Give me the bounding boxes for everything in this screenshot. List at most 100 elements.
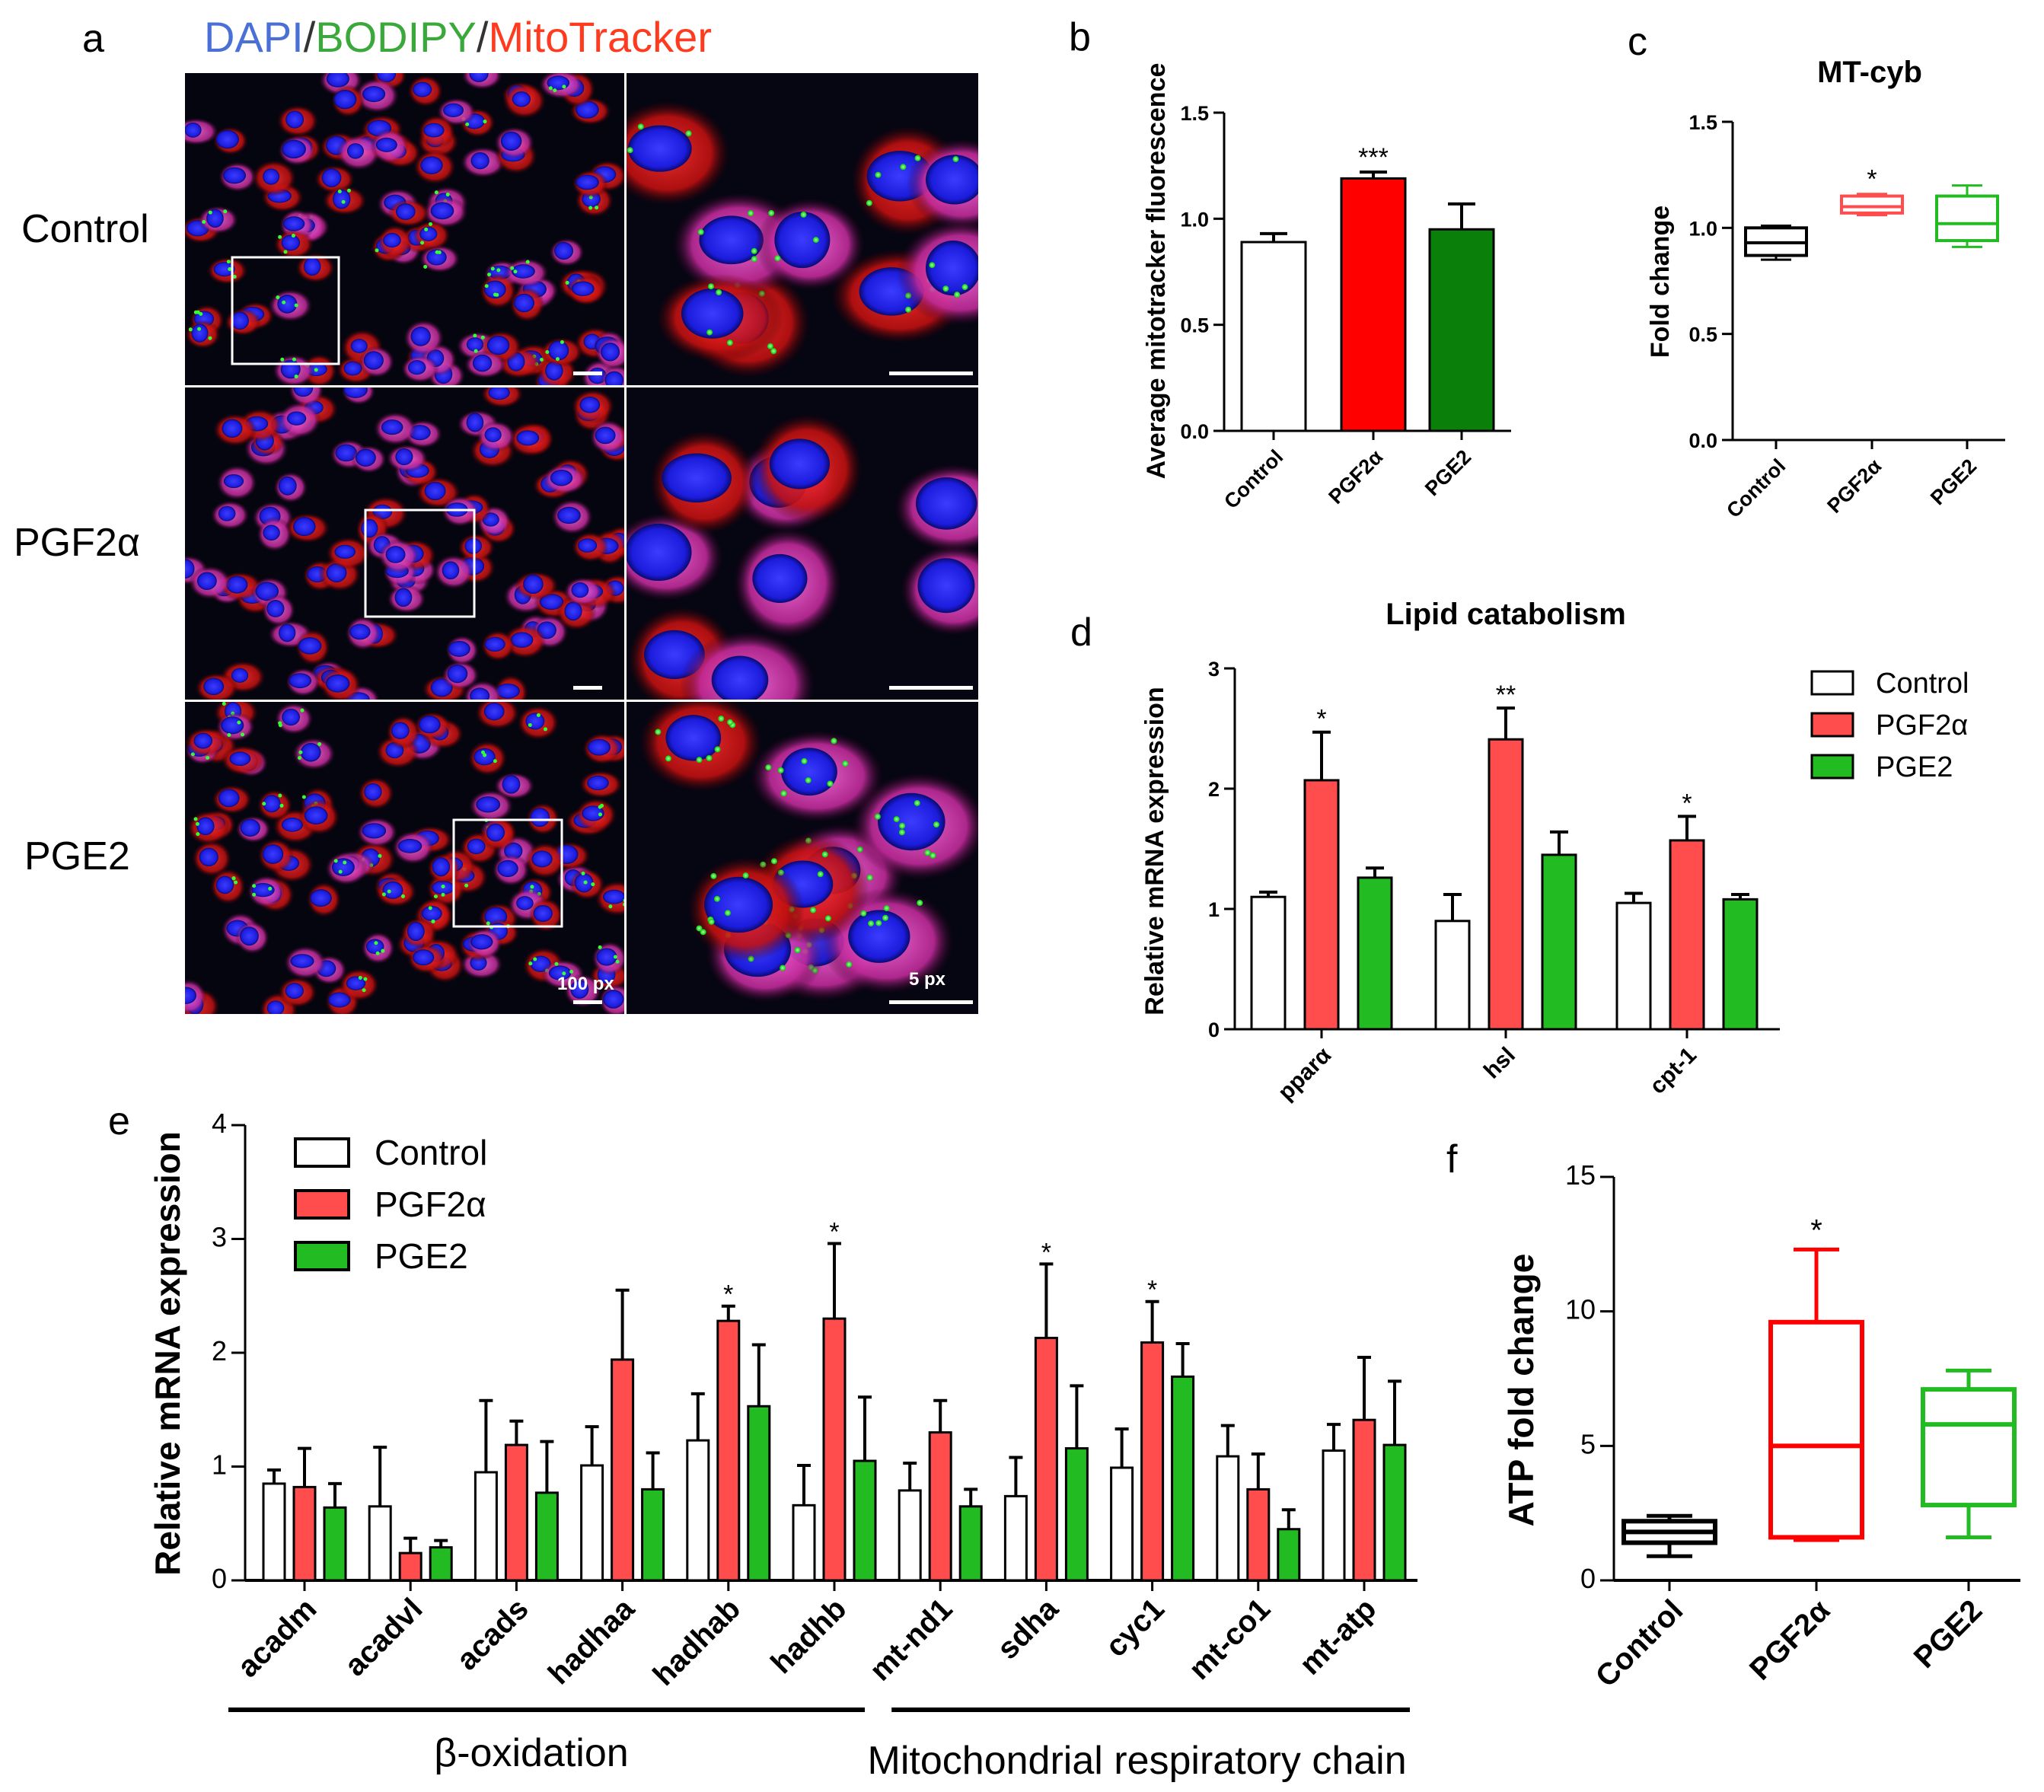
stain-sep-2: / — [477, 13, 489, 61]
bar — [504, 1443, 528, 1582]
lipid-droplet — [598, 945, 602, 949]
cell-nucleus — [467, 838, 486, 855]
bar — [323, 1506, 347, 1582]
lipid-droplet — [600, 803, 604, 808]
lipid-droplet — [227, 732, 231, 737]
cell-nucleus — [334, 544, 356, 559]
lipid-droplet — [905, 306, 912, 313]
lipid-droplet — [483, 120, 487, 124]
bar — [292, 1485, 317, 1582]
lipid-droplet — [424, 227, 429, 231]
lipid-droplet — [474, 349, 478, 353]
lipid-droplet — [278, 234, 282, 239]
category-label: PGF2α — [1324, 445, 1387, 509]
cell-nucleus — [203, 678, 225, 696]
cell-nucleus — [407, 360, 426, 375]
significance-mark: * — [723, 1280, 733, 1309]
row-label-control: Control — [21, 207, 149, 251]
scale-bar-overview — [573, 371, 602, 375]
cell-nucleus — [191, 324, 209, 343]
lipid-droplet — [445, 193, 450, 197]
y-tick-label: 1.5 — [1688, 111, 1717, 134]
cell-nucleus — [278, 476, 297, 496]
y-tick-label: 2 — [1208, 778, 1220, 801]
legend-label: PGE2 — [375, 1236, 468, 1276]
cell-nucleus — [303, 257, 321, 276]
category-label: Control — [1722, 454, 1790, 522]
lipid-droplet — [279, 803, 284, 808]
bar — [1722, 898, 1759, 1031]
row-label-pge2: PGE2 — [24, 834, 130, 878]
lipid-droplet — [742, 872, 749, 879]
box — [1921, 1387, 2017, 1508]
category-label: cpt-1 — [1645, 1043, 1701, 1099]
lipid-droplet — [533, 957, 537, 961]
lipid-droplet — [954, 292, 961, 298]
cell-nucleus — [699, 215, 764, 265]
lipid-droplet — [930, 852, 936, 859]
lipid-droplet — [298, 750, 303, 754]
cell-nucleus — [587, 738, 611, 756]
cell-nucleus — [476, 796, 501, 813]
lipid-droplet — [751, 256, 757, 263]
lipid-droplet — [195, 821, 199, 826]
cell-nucleus — [525, 713, 545, 730]
lipid-droplet — [317, 742, 322, 747]
lipid-droplet — [800, 212, 807, 218]
cell-nucleus — [346, 143, 364, 159]
category-label: PGE2 — [1926, 454, 1981, 509]
cell-nucleus — [424, 481, 446, 501]
cell-nucleus — [349, 623, 371, 640]
cell-nucleus — [486, 335, 510, 356]
cell-nucleus — [413, 949, 435, 966]
category-label: hsl — [1479, 1043, 1520, 1084]
bar — [1488, 738, 1524, 1031]
cell-nucleus — [221, 716, 244, 735]
lipid-droplet — [262, 802, 266, 806]
cell-nucleus — [484, 427, 502, 442]
lipid-droplet — [428, 906, 432, 910]
cell-nucleus — [185, 122, 202, 138]
cell-nucleus — [251, 882, 275, 898]
scale-bar-zoom — [889, 1000, 973, 1004]
y-tick-label: 0.0 — [1688, 429, 1717, 452]
lipid-droplet — [228, 266, 232, 271]
stain-bodipy: BODIPY — [315, 13, 477, 61]
cell-nucleus — [564, 601, 582, 621]
chart-title: MT-cyb — [1817, 56, 1922, 89]
category-label: PGE2 — [1421, 445, 1475, 500]
lipid-droplet — [961, 284, 968, 291]
cell-nucleus — [418, 716, 441, 734]
cell-nucleus — [510, 632, 534, 648]
bar — [1303, 779, 1340, 1031]
lipid-droplet — [188, 327, 193, 332]
bar — [1428, 228, 1495, 432]
cell-nucleus — [382, 881, 403, 899]
bar — [474, 1471, 498, 1582]
cell-nucleus — [570, 980, 589, 999]
lipid-droplet — [197, 327, 202, 331]
panel-f: f 0 5 10 15 ATP fold change Control PGF2α * PGE2 — [1446, 1137, 2020, 1694]
cell-nucleus — [375, 137, 397, 152]
lipid-droplet — [883, 905, 890, 912]
cell-nucleus — [310, 889, 332, 907]
stain-sep-1: / — [304, 13, 316, 61]
cell-nucleus — [486, 823, 505, 842]
lipid-droplet — [560, 340, 564, 344]
lipid-droplet — [697, 228, 704, 235]
cell-nucleus — [282, 139, 306, 159]
cell-nucleus — [430, 202, 454, 220]
cell-nucleus — [229, 751, 251, 767]
lipid-droplet — [283, 250, 288, 254]
inset-box — [364, 509, 476, 618]
lipid-droplet — [554, 961, 559, 966]
category-label: PGF2α — [1743, 1593, 1837, 1687]
cell-nucleus — [523, 574, 544, 595]
lipid-droplet — [544, 727, 548, 732]
lipid-droplet — [831, 738, 837, 745]
cell-nucleus — [587, 775, 609, 791]
zoom-cells — [639, 702, 978, 1003]
zoom-cells — [627, 413, 978, 700]
lipid-droplet — [588, 206, 593, 210]
cell-nucleus — [196, 817, 215, 836]
